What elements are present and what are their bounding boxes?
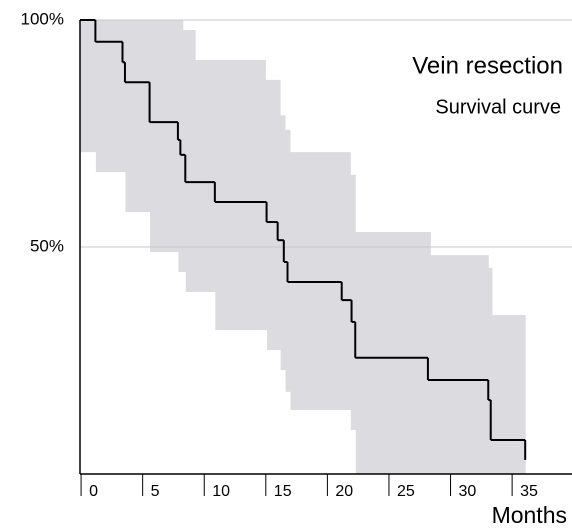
band-lower: [95, 172, 126, 474]
band-lower: [80, 152, 96, 474]
x-tick-label: 35: [520, 483, 538, 500]
band-lower: [280, 370, 286, 474]
x-tick-label: 5: [151, 483, 160, 500]
band-upper: [280, 115, 286, 474]
band-lower: [285, 391, 291, 474]
band-lower: [214, 330, 268, 474]
y-tick-label: 100%: [21, 9, 64, 28]
band-lower: [266, 350, 281, 474]
x-tick-label: 20: [335, 483, 353, 500]
x-tick-label: 15: [274, 483, 292, 500]
band-lower: [289, 409, 351, 474]
x-axis-label: Months: [492, 502, 567, 528]
band-upper: [355, 232, 431, 474]
band-lower: [350, 429, 356, 474]
band-upper: [488, 267, 493, 474]
y-tick-label: 50%: [30, 236, 64, 255]
band-upper: [285, 129, 291, 475]
band-lower: [124, 212, 151, 475]
x-tick-label: 25: [397, 483, 415, 500]
band-lower: [185, 291, 216, 474]
band-upper: [350, 174, 356, 474]
band-lower: [177, 271, 186, 474]
band-upper: [491, 315, 526, 474]
x-tick-label: 0: [89, 483, 98, 500]
x-tick-label: 30: [459, 483, 477, 500]
x-tick-label: 10: [212, 483, 230, 500]
band-lower: [149, 251, 179, 474]
chart-subtitle: Survival curve: [435, 96, 561, 118]
chart-title: Vein resection: [412, 52, 563, 79]
band-upper: [430, 255, 489, 474]
